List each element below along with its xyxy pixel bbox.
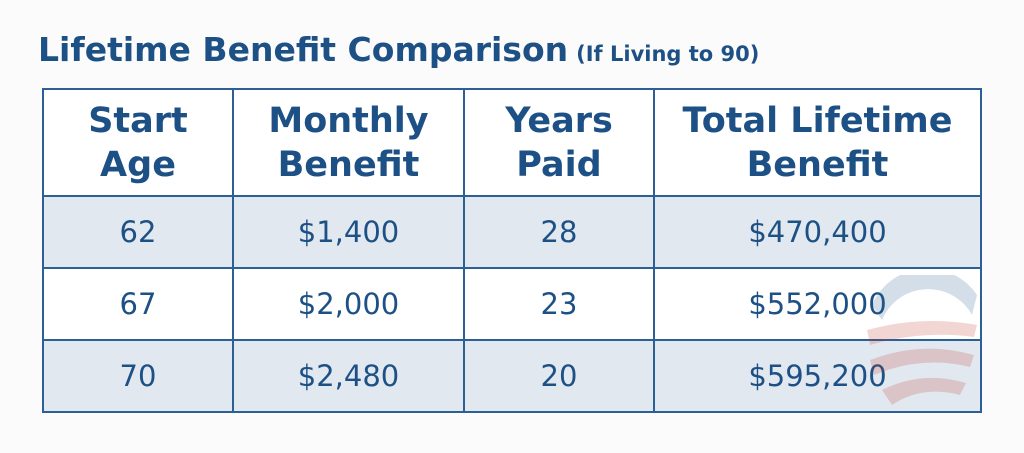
table-row: 70 $2,480 20 $595,200	[42, 339, 982, 413]
header-line: Age	[100, 144, 176, 185]
watermark-logo	[867, 275, 977, 405]
title-text: Lifetime Benefit Comparison	[38, 30, 569, 69]
header-line: Start	[88, 100, 188, 141]
header-line: Monthly	[268, 100, 429, 141]
table-cell: $595,200	[653, 339, 982, 413]
table-cell: 28	[463, 195, 655, 269]
header-line: Total Lifetime	[682, 100, 953, 141]
table-cell: 67	[42, 267, 234, 341]
benefit-table: Start Age Monthly Benefit Years Paid Total Lif…	[42, 88, 982, 413]
table-cell: 70	[42, 339, 234, 413]
table-row: 67 $2,000 23 $552,000	[42, 267, 982, 341]
table-cell: 20	[463, 339, 655, 413]
table-body: 62 $1,400 28 $470,400 67 $2,000 23 $552,000 70 $2…	[42, 195, 982, 413]
header-line: Benefit	[746, 144, 889, 185]
table-cell: 62	[42, 195, 234, 269]
table-cell: $470,400	[653, 195, 982, 269]
header-cell: Total Lifetime Benefit	[653, 88, 982, 197]
table-cell: $2,000	[232, 267, 465, 341]
subtitle: (If Living to 90)	[576, 42, 760, 66]
table-cell: $2,480	[232, 339, 465, 413]
table-cell: $1,400	[232, 195, 465, 269]
table-cell: $552,000	[653, 267, 982, 341]
table-row: 62 $1,400 28 $470,400	[42, 195, 982, 269]
header-line: Benefit	[277, 144, 420, 185]
header-cell: Years Paid	[463, 88, 655, 197]
header-row: Start Age Monthly Benefit Years Paid Total Lif…	[42, 88, 982, 197]
table-cell: 23	[463, 267, 655, 341]
header-line: Years	[505, 100, 613, 141]
header-line: Paid	[516, 144, 602, 185]
header-cell: Monthly Benefit	[232, 88, 465, 197]
title: Lifetime Benefit Comparison (If Living to…	[38, 30, 759, 69]
header-cell: Start Age	[42, 88, 234, 197]
